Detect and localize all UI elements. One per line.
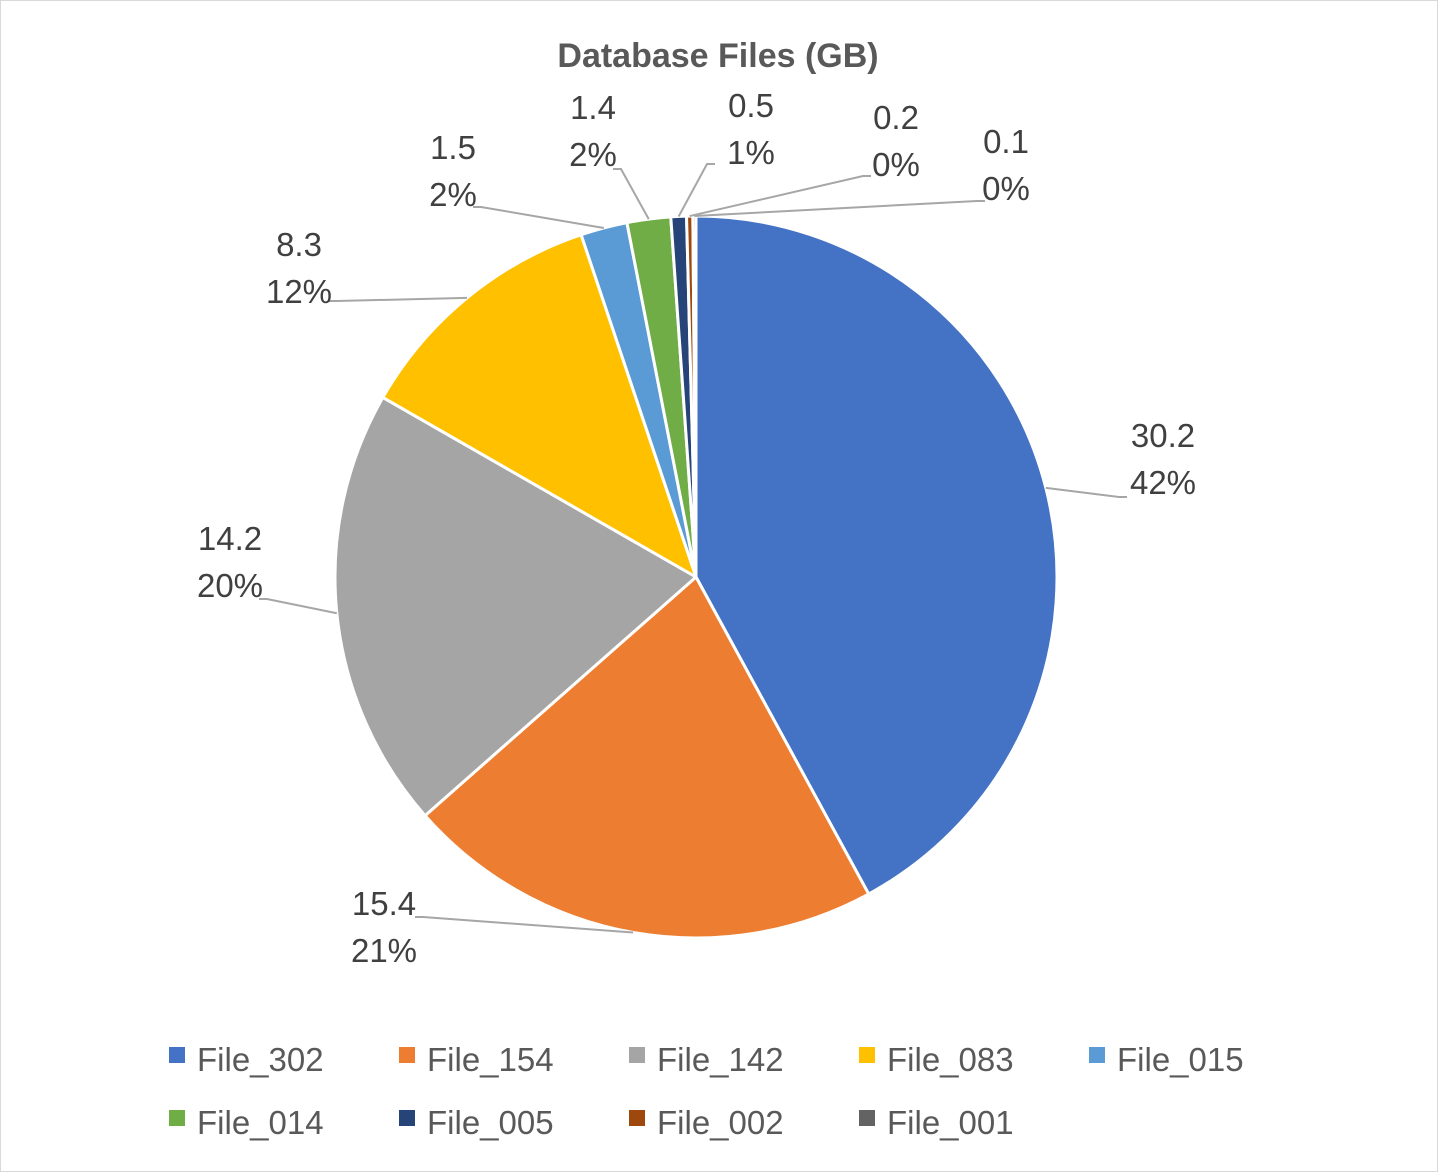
value-label-file-015: 1.5 <box>430 129 476 166</box>
legend-item-file-002: File_002 <box>629 1104 784 1141</box>
leader-line-file-015 <box>473 206 605 229</box>
legend-swatch <box>399 1110 415 1126</box>
value-label-file-005: 0.5 <box>728 87 774 124</box>
legend-item-file-015: File_015 <box>1089 1041 1244 1078</box>
legend-swatch <box>629 1110 645 1126</box>
pie-slice-file-302 <box>694 214 1059 896</box>
legend-label: File_083 <box>887 1041 1014 1078</box>
percent-label-file-014: 2% <box>569 136 617 173</box>
leader-line-file-002 <box>689 175 871 218</box>
value-label-file-014: 1.4 <box>570 89 616 126</box>
legend-swatch <box>399 1047 415 1063</box>
legend-swatch <box>859 1047 875 1063</box>
data-labels: 30.2 42% 15.4 21% 14.2 20% 8.3 12% 1.5 2% 1.4 2% 0.5… <box>197 87 1196 969</box>
percent-label-file-083: 12% <box>266 273 332 310</box>
legend-swatch <box>859 1110 875 1126</box>
value-label-file-002: 0.2 <box>873 99 919 136</box>
pie-slice-file-083 <box>381 233 698 579</box>
legend-item-file-083: File_083 <box>859 1041 1014 1078</box>
leader-lines <box>259 163 1127 934</box>
leader-line-file-142 <box>259 598 338 615</box>
leader-line-file-154 <box>415 916 634 934</box>
legend-label: File_002 <box>657 1104 784 1141</box>
value-label-file-083: 8.3 <box>276 226 322 263</box>
value-label-file-154: 15.4 <box>352 885 416 922</box>
percent-label-file-154: 21% <box>351 932 417 969</box>
leader-line-file-005 <box>677 163 715 217</box>
legend-item-file-142: File_142 <box>629 1041 784 1078</box>
percent-label-file-001: 0% <box>982 170 1030 207</box>
value-label-file-001: 0.1 <box>983 123 1029 160</box>
legend: File_302 File_154 File_142 File_083 File_015… <box>169 1041 1244 1141</box>
percent-label-file-302: 42% <box>1130 464 1196 501</box>
legend-swatch <box>1089 1047 1105 1063</box>
percent-label-file-142: 20% <box>197 567 263 604</box>
leader-line-file-302 <box>1045 486 1127 498</box>
percent-label-file-002: 0% <box>872 146 920 183</box>
pie-slices <box>333 214 1059 940</box>
legend-label: File_142 <box>657 1041 784 1078</box>
legend-label: File_302 <box>197 1041 324 1078</box>
legend-label: File_154 <box>427 1041 554 1078</box>
legend-label: File_014 <box>197 1104 324 1141</box>
percent-label-file-015: 2% <box>429 176 477 213</box>
legend-item-file-005: File_005 <box>399 1104 554 1141</box>
leader-line-file-001 <box>694 200 985 218</box>
legend-swatch <box>169 1110 185 1126</box>
leader-line-file-083 <box>329 296 468 302</box>
legend-item-file-001: File_001 <box>859 1104 1014 1141</box>
legend-label: File_015 <box>1117 1041 1244 1078</box>
pie-slice-file-154 <box>423 575 871 940</box>
legend-item-file-154: File_154 <box>399 1041 554 1078</box>
percent-label-file-005: 1% <box>727 134 775 171</box>
chart-title: Database Files (GB) <box>557 37 878 75</box>
leader-line-file-014 <box>613 168 650 220</box>
legend-label: File_001 <box>887 1104 1014 1141</box>
legend-swatch <box>629 1047 645 1063</box>
value-label-file-142: 14.2 <box>198 520 262 557</box>
legend-item-file-302: File_302 <box>169 1041 324 1078</box>
value-label-file-302: 30.2 <box>1131 417 1195 454</box>
legend-item-file-014: File_014 <box>169 1104 324 1141</box>
pie-slice-file-142 <box>333 395 698 818</box>
legend-swatch <box>169 1047 185 1063</box>
legend-label: File_005 <box>427 1104 554 1141</box>
